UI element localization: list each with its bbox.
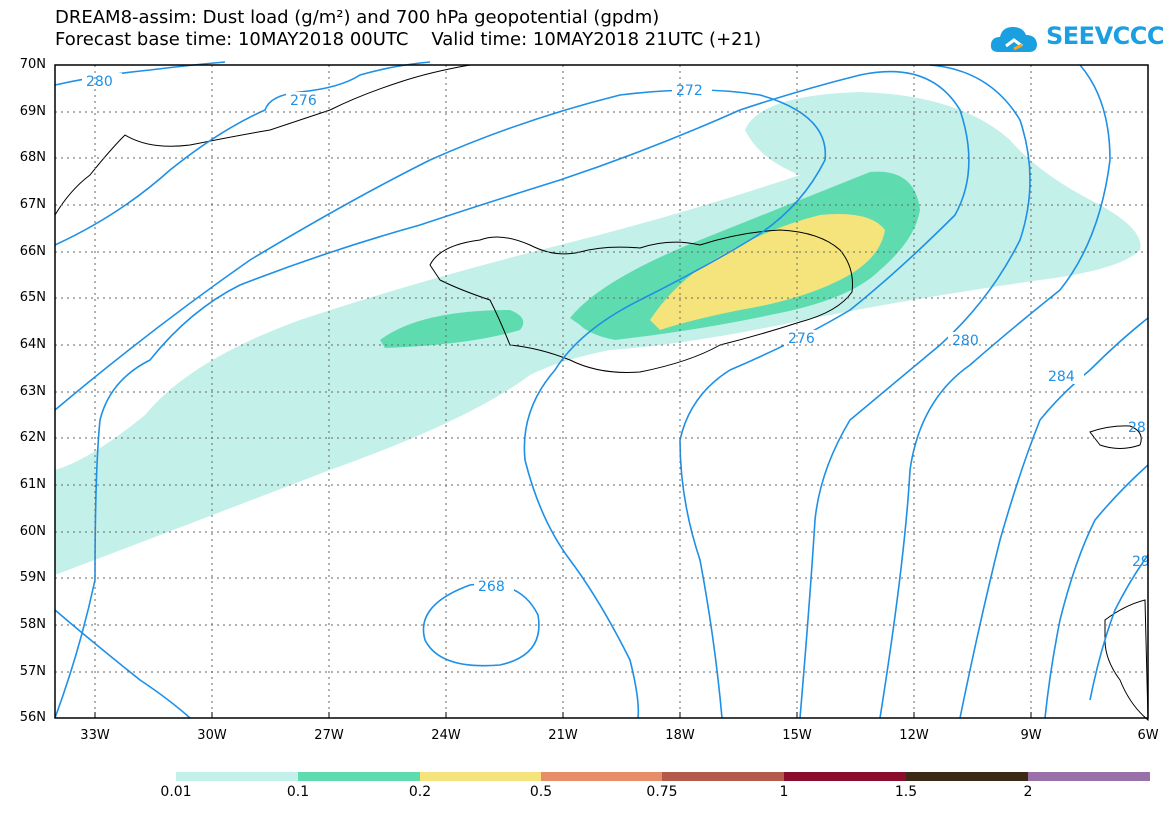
map-frame	[54, 64, 1149, 719]
lat-label: 63N	[19, 384, 46, 399]
lon-label: 15W	[782, 728, 812, 743]
lon-label: 9W	[1020, 728, 1042, 743]
colorbar-segment	[1028, 772, 1150, 781]
contour-284	[879, 64, 1111, 719]
lon-label: 12W	[899, 728, 929, 743]
contour-280-east	[799, 64, 1031, 719]
lat-label: 61N	[19, 477, 46, 492]
contour-276-east	[54, 70, 970, 719]
chart-subtitle: Forecast base time: 10MAY2018 00UTC Vali…	[55, 29, 762, 50]
colorbar-segment	[298, 772, 420, 781]
colorbar-segment	[541, 772, 662, 781]
contour-276-southwest	[54, 609, 191, 719]
colorbar-segment	[662, 772, 784, 781]
iceland-coastline	[429, 229, 853, 373]
lat-label: 70N	[19, 57, 46, 72]
lat-label: 66N	[19, 244, 46, 259]
contour-280-west	[54, 61, 226, 86]
contour-label: 272	[676, 83, 703, 99]
lat-label: 57N	[19, 664, 46, 679]
contour-label: 268	[478, 579, 505, 595]
faroe-coastline	[1089, 425, 1142, 449]
contour-296	[1089, 554, 1149, 701]
lat-label: 58N	[19, 617, 46, 632]
lon-label: 21W	[548, 728, 578, 743]
contour-label: 29	[1132, 554, 1150, 570]
contour-label: 28	[1128, 420, 1146, 436]
contour-label: 276	[788, 331, 815, 347]
colorbar-label: 1	[779, 784, 789, 800]
cloud-logo-icon	[990, 27, 1037, 52]
contour-268	[422, 583, 540, 667]
colorbar-label: 0.5	[529, 784, 553, 800]
logo-text: SEEVCCC	[1046, 22, 1165, 50]
chart-title: DREAM8-assim: Dust load (g/m²) and 700 h…	[55, 7, 660, 28]
lon-label: 6W	[1137, 728, 1159, 743]
lat-label: 65N	[19, 290, 46, 305]
contour-276-west	[54, 61, 431, 246]
greenland-coastline	[54, 64, 471, 216]
lat-label: 62N	[19, 430, 46, 445]
lon-label: 33W	[80, 728, 110, 743]
contour-label: 284	[1048, 369, 1075, 385]
colorbar-segment	[906, 772, 1028, 781]
lon-label: 27W	[314, 728, 344, 743]
contour-272	[54, 89, 827, 719]
lat-label: 64N	[19, 337, 46, 352]
colorbar	[176, 772, 1150, 781]
colorbar-label: 0.2	[408, 784, 432, 800]
contour-292	[1044, 464, 1149, 719]
colorbar-label: 2	[1023, 784, 1033, 800]
lon-label: 24W	[431, 728, 461, 743]
contour-288	[959, 317, 1149, 719]
lat-label: 59N	[19, 570, 46, 585]
scotland-coastline	[1104, 599, 1149, 722]
lat-label: 69N	[19, 104, 46, 119]
contour-label: 280	[86, 74, 113, 90]
lon-label: 30W	[197, 728, 227, 743]
colorbar-label: 0.01	[160, 784, 192, 800]
lat-label: 68N	[19, 150, 46, 165]
dust-region-mid	[380, 310, 524, 348]
lat-label: 60N	[19, 524, 46, 539]
lat-label: 67N	[19, 197, 46, 212]
colorbar-segment	[176, 772, 298, 781]
lat-label: 56N	[19, 710, 46, 725]
colorbar-label: 1.5	[894, 784, 918, 800]
colorbar-segment	[420, 772, 541, 781]
contour-label: 276	[290, 93, 317, 109]
colorbar-segment	[784, 772, 906, 781]
colorbar-label: 0.75	[646, 784, 678, 800]
dust-region-high	[650, 214, 885, 330]
contour-label: 280	[952, 333, 979, 349]
lon-label: 18W	[665, 728, 695, 743]
colorbar-label: 0.1	[286, 784, 310, 800]
